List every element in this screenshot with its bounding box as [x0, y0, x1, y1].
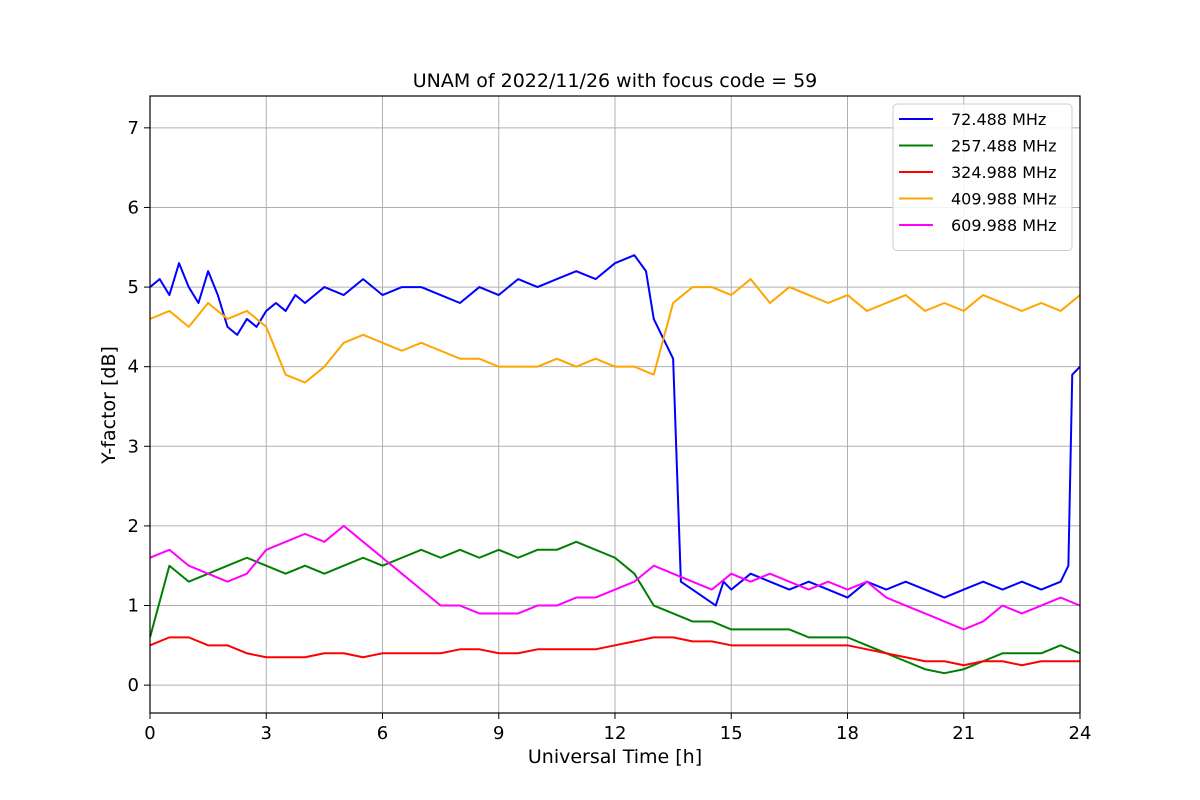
legend-box — [892, 103, 1073, 251]
x-tick-label: 0 — [144, 723, 155, 744]
series-line-2 — [150, 636, 1080, 667]
y-tick-label: 2 — [128, 516, 139, 537]
x-axis-label: Universal Time [h] — [528, 746, 702, 768]
series-layer — [150, 254, 1080, 675]
legend-entry: 609.988 MHz — [951, 216, 1056, 235]
x-tick-label: 15 — [720, 723, 743, 744]
y-tick-label: 4 — [128, 357, 139, 378]
legend-entry: 324.988 MHz — [951, 163, 1056, 182]
x-tick-label: 12 — [604, 723, 627, 744]
legend-entry: 72.488 MHz — [951, 110, 1046, 129]
y-tick-label: 1 — [128, 596, 139, 617]
series-line-0 — [150, 254, 1080, 607]
x-axis: 0 3 6 9 12 15 18 21 24 — [144, 713, 1091, 744]
x-tick-label: 18 — [836, 723, 859, 744]
y-axis: 0 1 2 3 4 5 6 7 — [128, 118, 150, 696]
series-line-1 — [150, 540, 1080, 675]
chart-title: UNAM of 2022/11/26 with focus code = 59 — [413, 70, 818, 92]
y-axis-label: Y-factor [dB] — [98, 346, 120, 465]
legend-entry: 257.488 MHz — [951, 137, 1056, 156]
x-tick-label: 24 — [1069, 723, 1092, 744]
y-tick-label: 0 — [128, 675, 139, 696]
x-tick-label: 21 — [952, 723, 975, 744]
y-tick-label: 7 — [128, 118, 139, 139]
series-line-4 — [150, 524, 1080, 631]
x-tick-label: 3 — [261, 723, 272, 744]
x-tick-label: 9 — [493, 723, 504, 744]
legend: 72.488 MHz 257.488 MHz 324.988 MHz 409.988 … — [892, 103, 1073, 251]
x-tick-label: 6 — [377, 723, 388, 744]
series-line-3 — [150, 278, 1080, 384]
legend-entry: 409.988 MHz — [951, 190, 1056, 209]
y-tick-label: 5 — [128, 277, 139, 298]
y-tick-label: 6 — [128, 197, 139, 218]
y-tick-label: 3 — [128, 436, 139, 457]
